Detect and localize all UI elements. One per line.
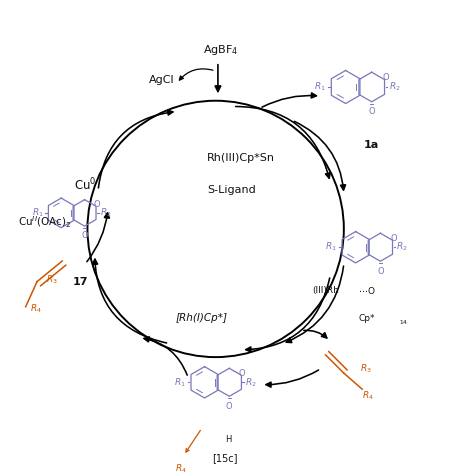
Text: $R_2$: $R_2$ (389, 81, 401, 93)
Text: O: O (226, 401, 233, 410)
Text: (III)Rh: (III)Rh (312, 286, 339, 295)
Text: $R_4$: $R_4$ (30, 303, 42, 315)
Text: $R_1$: $R_1$ (174, 376, 186, 389)
Text: $R_1$: $R_1$ (325, 241, 337, 254)
Text: O: O (81, 231, 88, 240)
Text: $R_3$: $R_3$ (46, 273, 58, 285)
Text: Cu$^0$: Cu$^0$ (74, 177, 97, 194)
Text: AgCl: AgCl (149, 75, 174, 85)
Text: Rh(III)Cp*Sn: Rh(III)Cp*Sn (207, 154, 275, 164)
Text: $R_2$: $R_2$ (396, 241, 408, 254)
Text: [Rh(I)Cp*]: [Rh(I)Cp*] (176, 313, 228, 323)
Text: S-Ligand: S-Ligand (207, 185, 256, 195)
Text: O: O (382, 73, 389, 82)
Text: Cu$^{II}$(OAc)$_2$: Cu$^{II}$(OAc)$_2$ (18, 214, 72, 230)
Text: $R_1$: $R_1$ (314, 81, 326, 93)
Text: AgBF$_4$: AgBF$_4$ (202, 43, 238, 57)
Text: $R_1$: $R_1$ (32, 207, 44, 219)
Text: O: O (93, 200, 100, 209)
Text: $_{14}$: $_{14}$ (399, 318, 408, 327)
Text: $\cdots$O: $\cdots$O (357, 285, 375, 296)
Text: $R_3$: $R_3$ (360, 362, 372, 375)
Text: $R_2$: $R_2$ (100, 207, 111, 219)
Text: 17: 17 (73, 277, 88, 287)
Text: 1a: 1a (364, 140, 379, 150)
Text: [15c]: [15c] (212, 453, 237, 463)
Text: O: O (368, 108, 375, 117)
Text: O: O (377, 266, 383, 275)
Text: Cp*: Cp* (358, 314, 375, 323)
Text: $R_2$: $R_2$ (246, 376, 257, 389)
Text: O: O (390, 234, 397, 243)
Text: O: O (239, 369, 246, 378)
Text: $R_4$: $R_4$ (362, 390, 374, 402)
Text: H: H (225, 435, 231, 444)
Text: $R_4$: $R_4$ (175, 463, 187, 474)
